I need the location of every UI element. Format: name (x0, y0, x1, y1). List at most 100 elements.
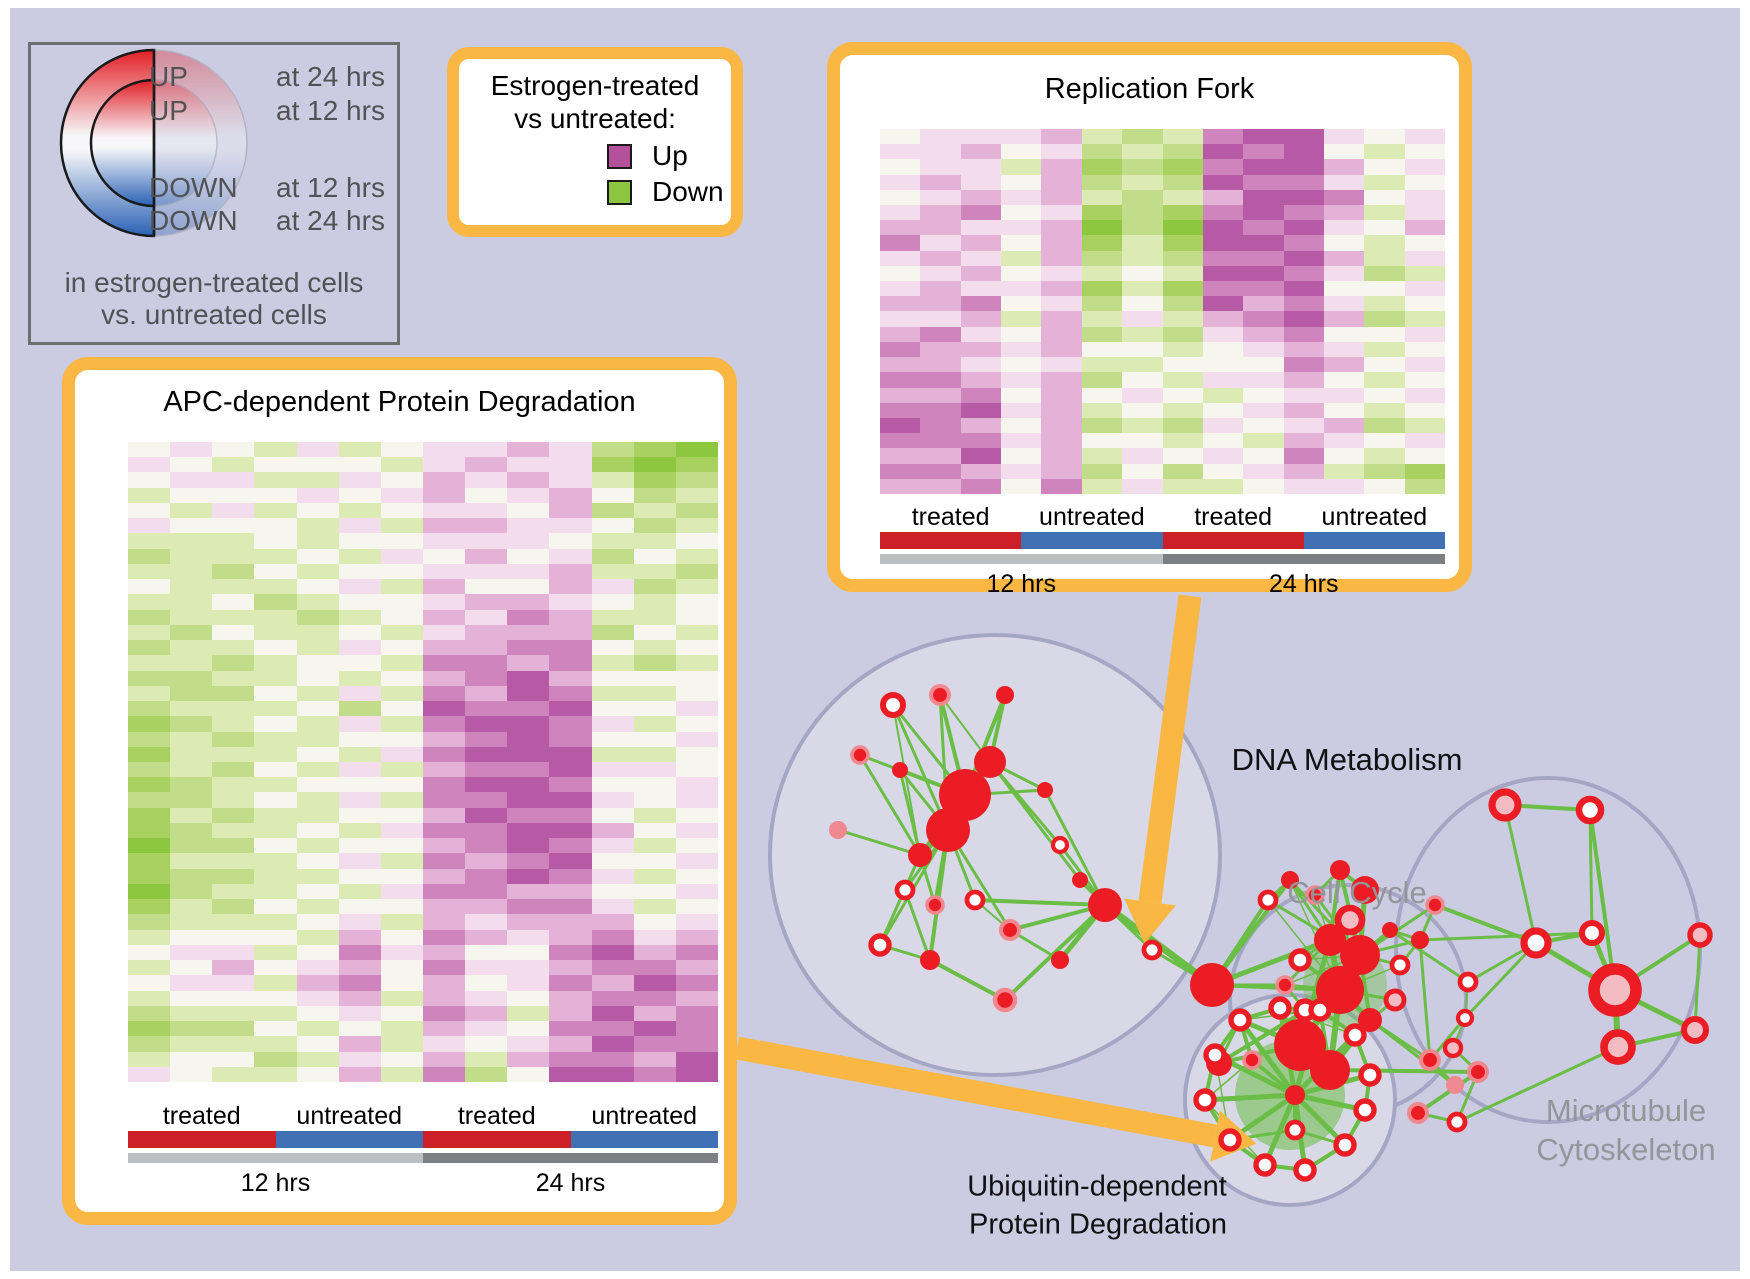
heatmap-cell (128, 548, 171, 564)
heatmap-cell (170, 472, 213, 488)
heatmap-cell (1364, 448, 1405, 464)
heatmap-cell (1202, 281, 1244, 297)
heatmap-cell (1323, 433, 1365, 449)
heatmap-cell (1122, 174, 1163, 190)
heatmap-cell (549, 1051, 592, 1067)
heatmap-cell (254, 944, 297, 961)
heatmap-cell (380, 777, 423, 793)
heatmap-cell (128, 929, 171, 945)
heatmap-cell (591, 868, 634, 884)
heatmap-cell (591, 853, 634, 869)
heatmap-cell (296, 533, 339, 549)
heatmap-cell (254, 777, 297, 793)
heatmap-cell (1202, 448, 1244, 464)
heatmap-cell (422, 701, 466, 717)
heatmap-cell (591, 899, 634, 915)
heatmap-cell (296, 548, 339, 564)
heatmap-cell (880, 448, 921, 464)
heatmap-cell (1122, 326, 1163, 342)
heatmap-cell (1202, 387, 1244, 403)
heatmap-cell (128, 624, 171, 641)
heatmap-cell (1162, 478, 1203, 494)
heatmap-cell (1404, 326, 1445, 342)
heatmap-cell (960, 357, 1002, 373)
heatmap-cell (296, 944, 339, 961)
heatmap-cell (1122, 463, 1163, 479)
heatmap-cell (1202, 341, 1244, 358)
heatmap-cell (1364, 250, 1405, 266)
heatmap-cell (549, 487, 592, 503)
heatmap-cell (296, 640, 339, 656)
key-row-up-12: UP at 12 hrs (149, 95, 385, 127)
apc-degradation-heatmap (128, 442, 718, 1082)
heatmap-cell (920, 478, 961, 494)
heatmap-cell (1364, 478, 1405, 494)
heatmap-cell (380, 472, 423, 488)
heatmap-cell (212, 655, 255, 671)
heatmap-cell (465, 822, 508, 839)
heatmap-cell (633, 624, 676, 641)
heatmap-cell (1001, 220, 1042, 236)
heatmap-cell (880, 205, 921, 221)
heatmap-cell (465, 472, 508, 488)
heatmap-cell (1041, 235, 1082, 251)
heatmap-cell (675, 822, 718, 839)
heatmap-cell (880, 463, 921, 479)
heatmap-cell (1283, 402, 1324, 418)
heatmap-cell (633, 838, 676, 854)
heatmap-cell (1404, 341, 1445, 358)
heatmap-cell (422, 853, 466, 869)
heatmap-cell (338, 624, 381, 641)
heatmap-cell (633, 640, 676, 656)
heatmap-cell (549, 1066, 592, 1082)
heatmap-cell (675, 548, 718, 564)
heatmap-cell (507, 838, 550, 854)
heatmap-cell (422, 533, 466, 549)
heatmap-cell (920, 402, 961, 418)
heatmap-cell (549, 655, 592, 671)
heatmap-cell (465, 792, 508, 808)
heatmap-cell (507, 670, 550, 686)
heatmap-cell (1364, 235, 1405, 251)
group-label: treated (162, 1102, 241, 1130)
heatmap-cell (128, 701, 171, 717)
heatmap-cell (591, 990, 634, 1006)
heatmap-cell (920, 311, 961, 327)
heatmap-cell (960, 387, 1002, 403)
heatmap-cell (1081, 235, 1123, 251)
heatmap-cell (675, 944, 718, 961)
heatmap-cell (507, 960, 550, 976)
heatmap-cell (1202, 433, 1244, 449)
heatmap-cell (1202, 417, 1244, 434)
heatmap-cell (212, 548, 255, 564)
heatmap-cell (549, 929, 592, 945)
heatmap-cell (633, 487, 676, 503)
heatmap-cell (422, 487, 466, 503)
heatmap-cell (1001, 311, 1042, 327)
heatmap-cell (1162, 205, 1203, 221)
heatmap-cell (633, 899, 676, 915)
heatmap-cell (465, 944, 508, 961)
heatmap-cell (1323, 205, 1365, 221)
heatmap-cell (128, 853, 171, 869)
heatmap-cell (1323, 326, 1365, 342)
heatmap-cell (633, 716, 676, 732)
heatmap-cell (1081, 326, 1123, 342)
heatmap-cell (633, 1051, 676, 1067)
heatmap-cell (1364, 402, 1405, 418)
heatmap-cell (675, 502, 718, 519)
heatmap-cell (212, 502, 255, 519)
heatmap-cell (880, 281, 921, 297)
heatmap-cell (212, 1036, 255, 1052)
heatmap-cell (254, 563, 297, 580)
heatmap-cell (296, 563, 339, 580)
heatmap-cell (591, 929, 634, 945)
heatmap-cell (338, 792, 381, 808)
heatmap-cell (1122, 205, 1163, 221)
heatmap-cell (338, 640, 381, 656)
heatmap-cell (422, 777, 466, 793)
heatmap-cell (170, 1066, 213, 1082)
heatmap-cell (1081, 448, 1123, 464)
heatmap-cell (591, 944, 634, 961)
heatmap-cell (212, 838, 255, 854)
